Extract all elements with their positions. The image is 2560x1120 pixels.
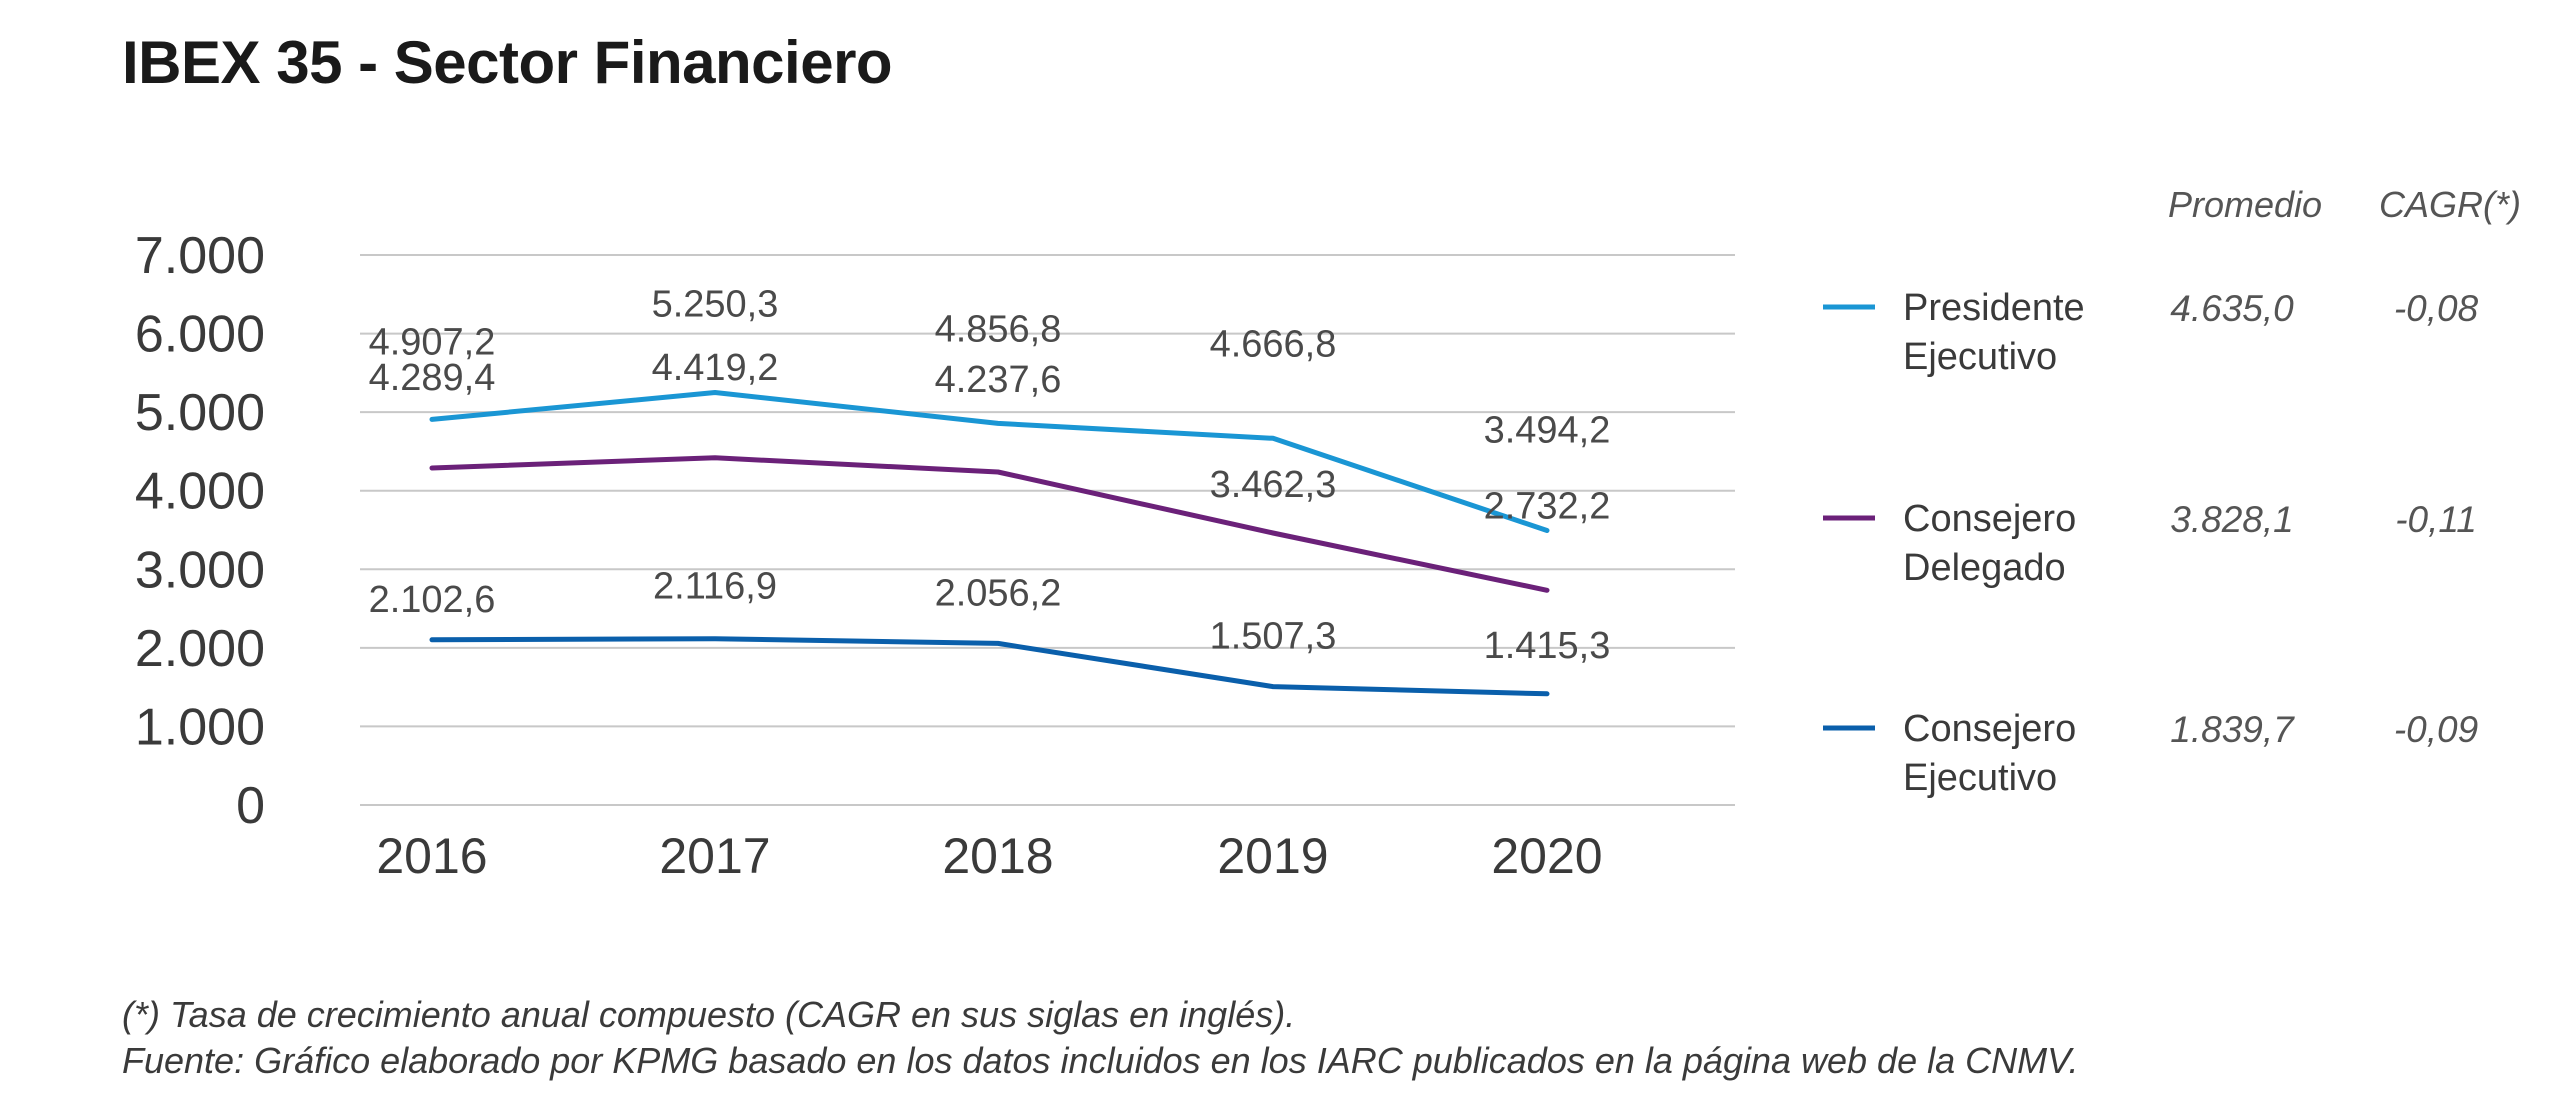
y-tick-label: 0: [236, 777, 265, 835]
footnote-cagr: (*) Tasa de crecimiento anual compuesto …: [122, 994, 1296, 1035]
y-tick-label: 1.000: [135, 698, 265, 756]
legend-label: Consejero: [1903, 498, 2076, 540]
stat-header-cagr: CAGR(*): [2379, 184, 2521, 225]
y-tick-label: 2.000: [135, 620, 265, 678]
data-label: 3.462,3: [1210, 464, 1337, 506]
data-label: 4.666,8: [1210, 323, 1337, 365]
legend-average: 4.635,0: [2170, 288, 2294, 329]
y-tick-label: 3.000: [135, 541, 265, 599]
data-label: 4.289,4: [369, 357, 496, 399]
stat-header-average: Promedio: [2168, 184, 2322, 225]
x-tick-label: 2019: [1217, 828, 1328, 884]
series-line: [429, 636, 1550, 697]
data-label: 4.907,2: [369, 321, 496, 363]
x-tick-label: 2016: [376, 828, 487, 884]
x-tick-label: 2017: [659, 828, 770, 884]
legend: Promedio CAGR(*) Presidente Ejecutivo 4.635,…: [1823, 184, 2521, 799]
legend-cagr: -0,09: [2394, 709, 2478, 750]
legend-average: 1.839,7: [2170, 709, 2295, 750]
data-label: 4.419,2: [652, 347, 779, 389]
legend-label: Ejecutivo: [1903, 757, 2057, 799]
x-tick-label: 2018: [942, 828, 1053, 884]
data-label: 3.494,2: [1484, 409, 1611, 451]
y-tick-label: 5.000: [135, 384, 265, 442]
data-label: 4.856,8: [935, 308, 1062, 350]
footnote-source: Fuente: Gráfico elaborado por KPMG basad…: [122, 1040, 2079, 1081]
data-label: 2.102,6: [369, 579, 496, 621]
chart-title: IBEX 35 - Sector Financiero: [122, 29, 893, 96]
data-label: 1.415,3: [1484, 625, 1611, 667]
data-label: 4.237,6: [935, 359, 1062, 401]
y-tick-label: 6.000: [135, 306, 265, 364]
data-label: 2.732,2: [1484, 485, 1611, 527]
x-tick-label: 2020: [1491, 828, 1602, 884]
data-label: 2.056,2: [935, 572, 1062, 614]
legend-cagr: -0,08: [2394, 288, 2479, 329]
y-axis-ticks: 0 1.000 2.000 3.000 4.000 5.000 6.000 7.000: [135, 227, 265, 835]
series-layer: [429, 390, 1550, 697]
grid-layer: [360, 254, 1735, 806]
legend-label: Consejero: [1903, 708, 2076, 750]
y-tick-label: 4.000: [135, 463, 265, 521]
data-label: 1.507,3: [1210, 616, 1337, 658]
legend-label: Ejecutivo: [1903, 336, 2057, 378]
legend-label: Delegado: [1903, 547, 2066, 589]
data-label-layer: 4.907,2 5.250,3 4.856,8 4.666,8 3.494,2 4.289…: [369, 283, 1611, 666]
series-line: [429, 455, 1550, 593]
data-label: 5.250,3: [652, 283, 779, 325]
y-tick-label: 7.000: [135, 227, 265, 285]
legend-cagr: -0,11: [2395, 499, 2477, 540]
x-axis-ticks: 2016 2017 2018 2019 2020: [376, 828, 1602, 884]
data-label: 2.116,9: [653, 566, 777, 608]
legend-label: Presidente: [1903, 287, 2085, 329]
legend-average: 3.828,1: [2170, 499, 2293, 540]
series-line: [429, 390, 1550, 533]
